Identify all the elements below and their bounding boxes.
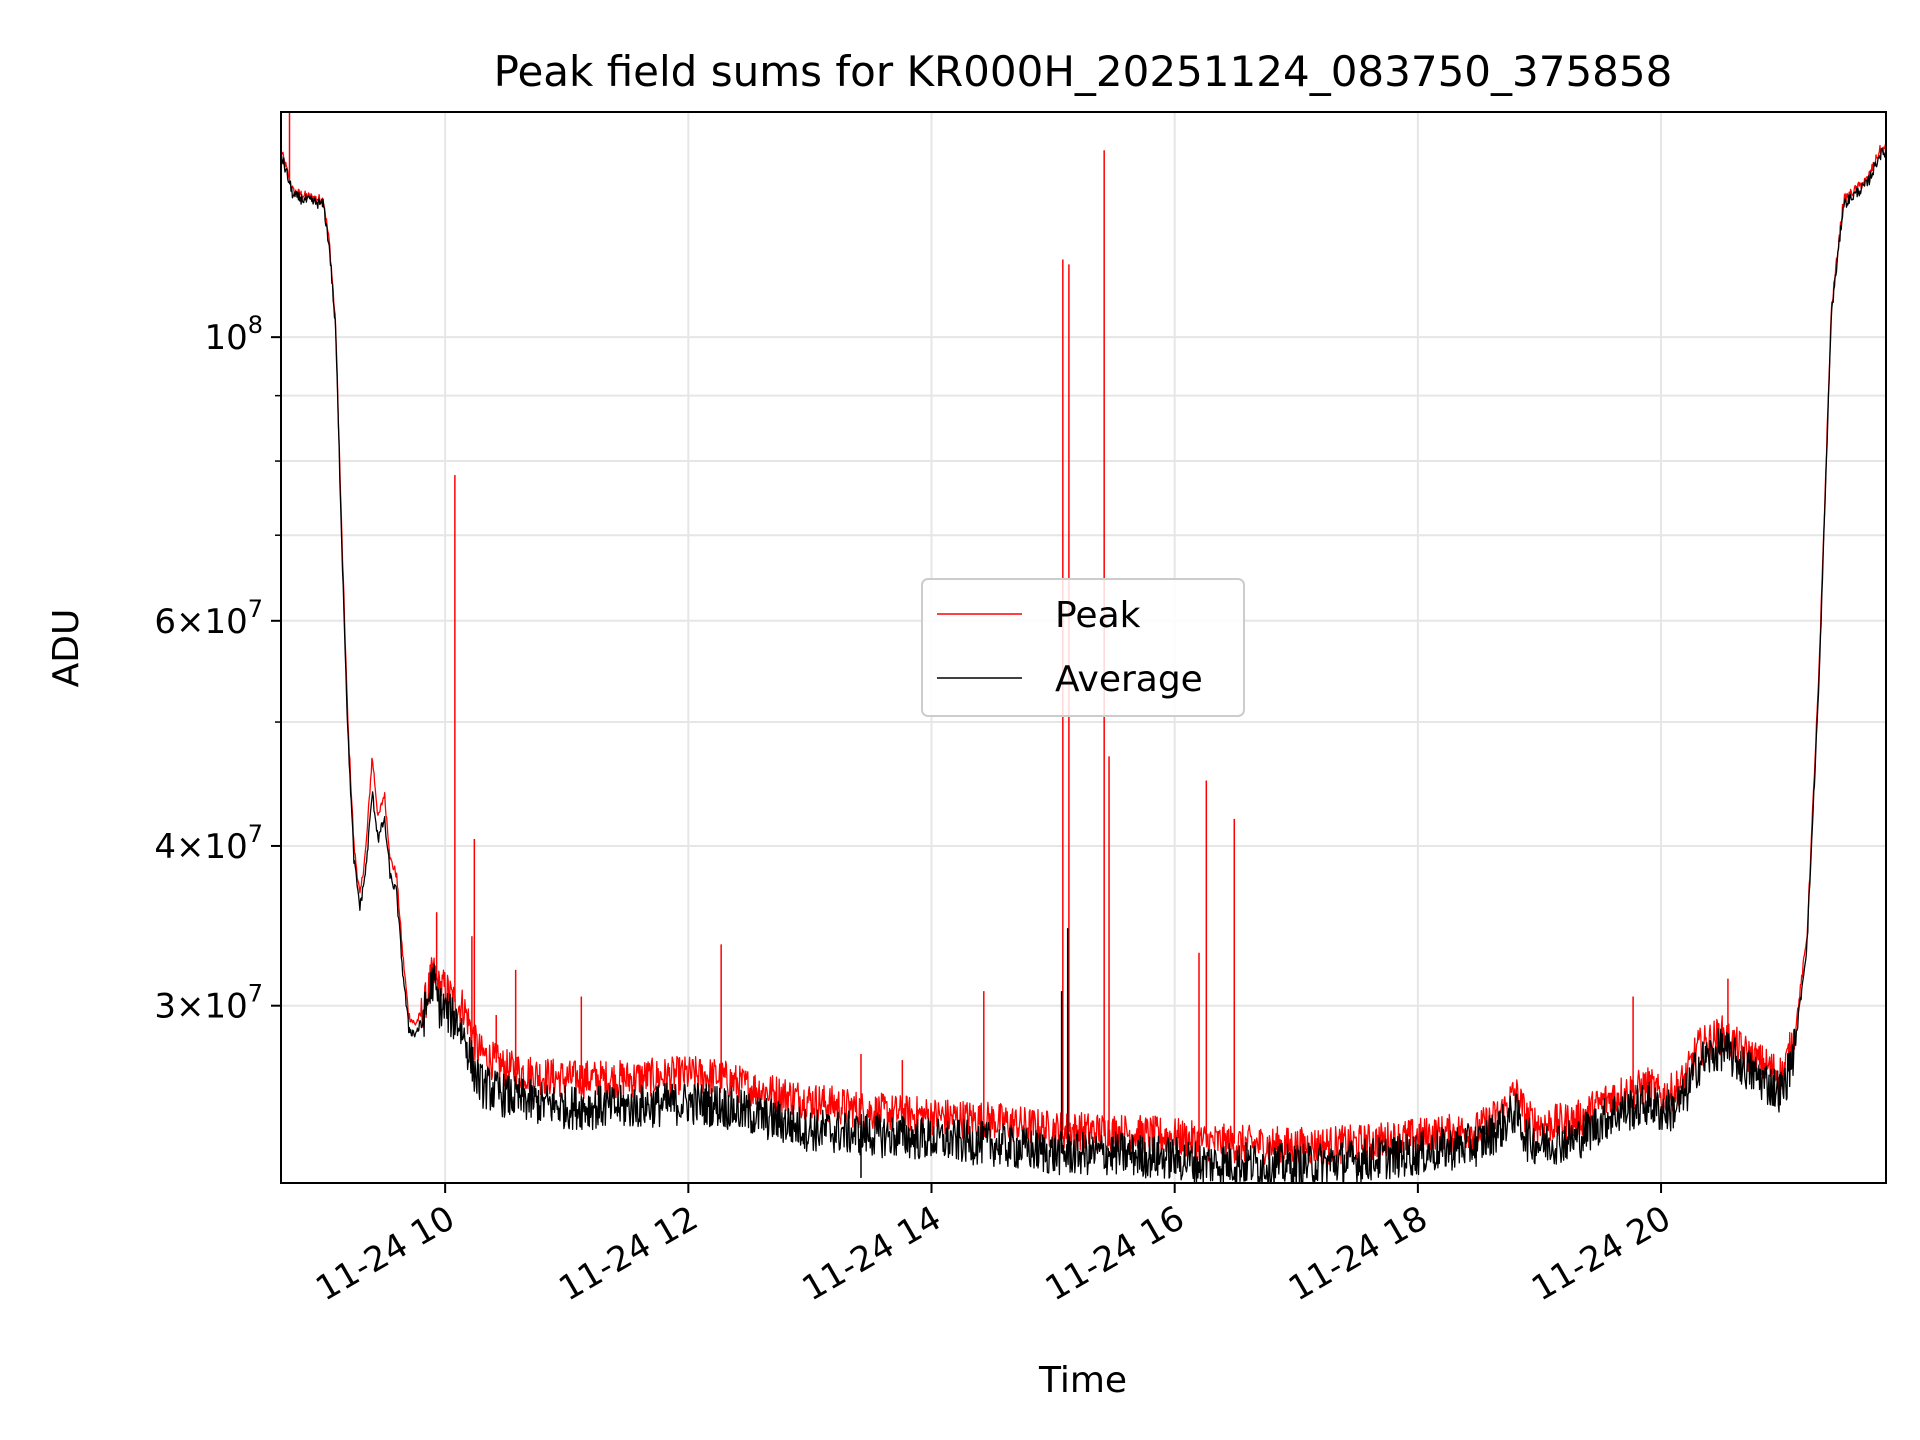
chart-title: Peak field sums for KR000H_20251124_0837… — [494, 47, 1673, 96]
legend: Peak Average — [921, 578, 1245, 717]
legend-label-average: Average — [1055, 659, 1203, 700]
y-tick-label: 4×107 — [154, 820, 263, 867]
legend-label-peak: Peak — [1055, 595, 1141, 636]
plot-frame — [280, 111, 1887, 1184]
y-tick-label: 6×107 — [154, 595, 263, 642]
series-line-peak — [281, 144, 1886, 1167]
y-tick-label: 108 — [204, 311, 263, 358]
y-axis-title: ADU — [46, 609, 87, 688]
x-axis-title: Time — [1038, 1360, 1127, 1401]
series-line-average — [281, 147, 1886, 1183]
y-tick-label: 3×107 — [154, 980, 263, 1027]
